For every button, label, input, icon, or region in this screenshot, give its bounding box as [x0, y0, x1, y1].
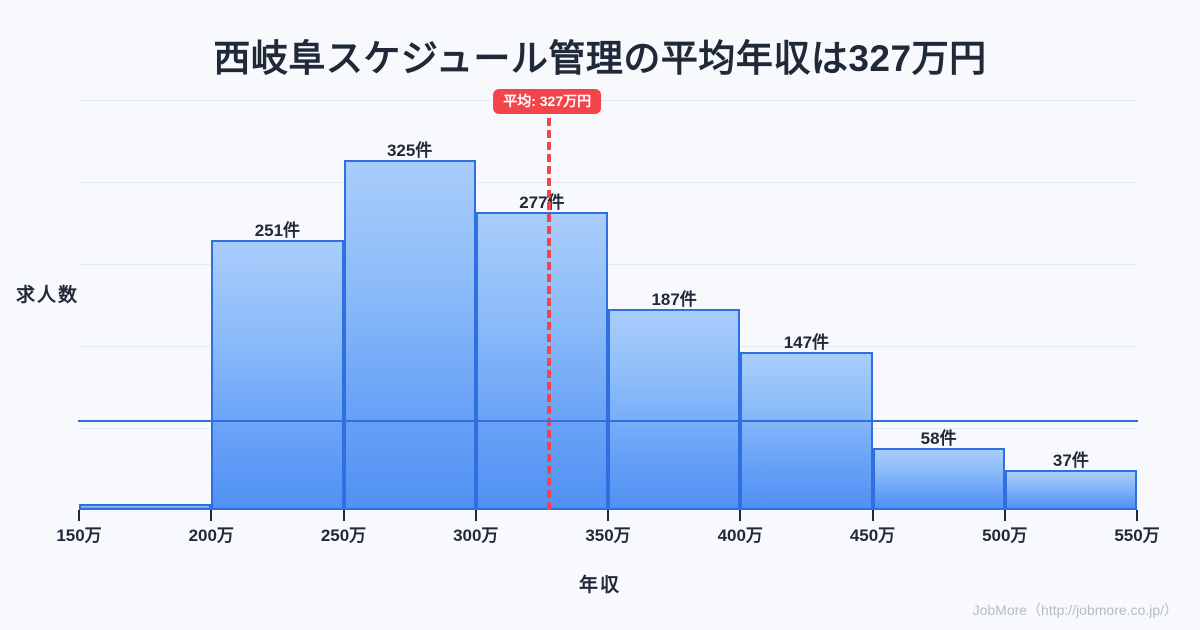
bar-series: 251件 325件 277件 187件 147件 58件 37件 [79, 90, 1137, 510]
x-axis-tick-label: 150万 [56, 526, 102, 545]
x-axis-title: 年収 [578, 575, 621, 596]
x-axis-tick-label: 500万 [982, 526, 1028, 545]
watermark: JobMore（http://jobmore.co.jp/） [972, 602, 1178, 618]
x-axis-tick [342, 510, 345, 521]
x-axis-tick-label: 400万 [717, 526, 763, 545]
x-axis-tick-label: 550万 [1114, 526, 1160, 545]
x-axis-tick [78, 510, 80, 521]
bar-value-label: 37件 [1052, 451, 1089, 471]
bar [475, 211, 608, 510]
x-axis-tick-label: 250万 [320, 526, 367, 545]
x-axis-tick-label: 450万 [849, 526, 896, 545]
x-axis-tick [607, 510, 609, 521]
mean-value-badge: 平均: 327万円 [493, 89, 602, 114]
bar-value-label: 251件 [254, 220, 301, 240]
bar [1004, 470, 1137, 510]
bar [79, 503, 212, 510]
bar-value-label: 147件 [783, 332, 830, 352]
x-axis-tick [1003, 510, 1006, 521]
mean-dashed-line [547, 118, 552, 510]
bar [343, 160, 476, 510]
y-axis-title: 求人数 [16, 285, 80, 306]
x-axis-tick [871, 510, 874, 521]
bar [608, 308, 741, 510]
plot-area: 251件 325件 277件 187件 147件 58件 37件 平均: 327万円 [79, 89, 1137, 510]
x-axis-tick [739, 510, 742, 521]
bar [740, 351, 873, 510]
x-axis-tick [210, 510, 213, 521]
x-axis-tick-label: 200万 [188, 526, 234, 545]
x-axis-tick-label: 300万 [453, 526, 499, 545]
bar [211, 239, 344, 510]
x-axis-tick-label: 350万 [585, 526, 631, 545]
bar-value-label: 58件 [920, 428, 957, 448]
bar-value-label: 277件 [519, 192, 565, 212]
x-axis-tick [1136, 510, 1138, 521]
bar [872, 447, 1005, 510]
x-axis-line [78, 420, 1138, 422]
x-axis-tick [474, 510, 477, 521]
bar-value-label: 187件 [651, 289, 697, 309]
bar-value-label: 325件 [386, 141, 433, 160]
page-title: 西岐阜スケジュール管理の平均年収は327万円 [213, 38, 987, 79]
